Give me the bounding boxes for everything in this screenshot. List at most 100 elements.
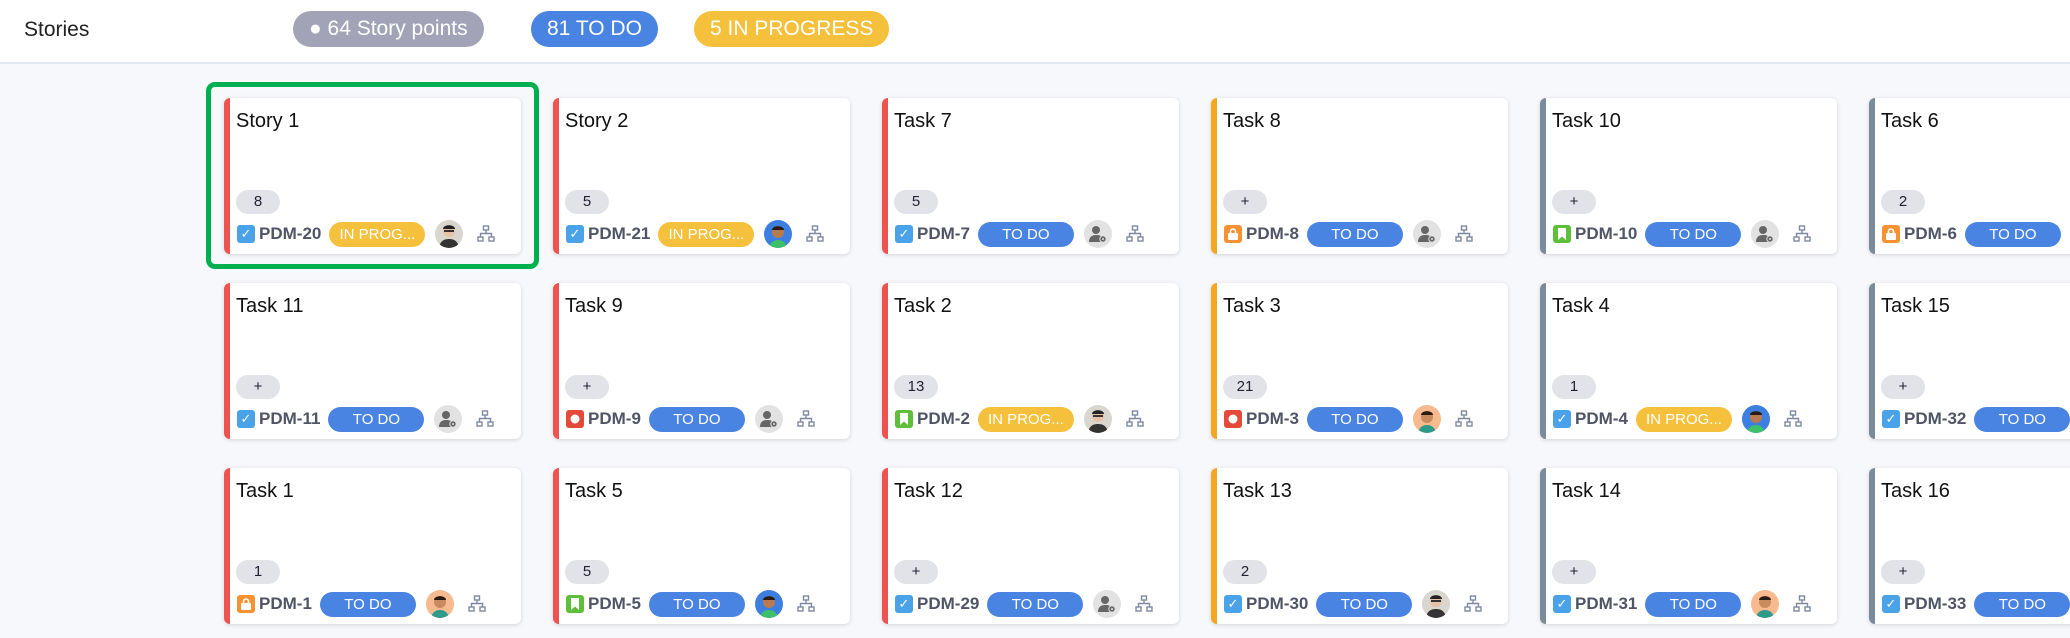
issue-key[interactable]: PDM-7: [917, 224, 970, 243]
status-badge[interactable]: TO DO: [977, 221, 1074, 247]
story-points-pill[interactable]: 13: [894, 375, 938, 399]
status-badge[interactable]: TO DO: [1974, 406, 2070, 432]
status-badge[interactable]: TO DO: [1645, 591, 1742, 617]
issue-card[interactable]: Task 1 1 PDM-1 TO DO: [224, 468, 521, 624]
status-badge[interactable]: TO DO: [328, 406, 425, 432]
story-points-pill[interactable]: +: [894, 560, 938, 584]
user-cartoon-avatar[interactable]: [754, 590, 783, 618]
issue-key[interactable]: PDM-30: [1246, 594, 1309, 613]
issue-key[interactable]: PDM-10: [1575, 224, 1638, 243]
issue-card[interactable]: Task 12 + ✓ PDM-29 TO DO: [882, 468, 1179, 624]
story-points-pill[interactable]: +: [236, 375, 280, 399]
story-points-pill[interactable]: 5: [565, 560, 609, 584]
unassigned-user-icon[interactable]: [1093, 590, 1122, 618]
status-badge[interactable]: TO DO: [1645, 221, 1742, 247]
status-badge[interactable]: TO DO: [1306, 221, 1403, 247]
issue-card[interactable]: Task 9 + PDM-9 TO DO: [553, 283, 850, 439]
hierarchy-icon[interactable]: [1126, 225, 1144, 243]
issue-card[interactable]: Story 2 5 ✓ PDM-21 IN PROG...: [553, 98, 850, 254]
issue-key[interactable]: PDM-8: [1246, 224, 1299, 243]
issue-card[interactable]: Story 1 8 ✓ PDM-20 IN PROG...: [224, 98, 521, 254]
issue-card[interactable]: Task 10 + PDM-10 TO DO: [1540, 98, 1837, 254]
status-badge[interactable]: IN PROG...: [977, 406, 1074, 432]
story-points-pill[interactable]: 2: [1223, 560, 1267, 584]
status-badge[interactable]: TO DO: [648, 406, 745, 432]
story-points-pill[interactable]: +: [1223, 190, 1267, 214]
status-badge[interactable]: TO DO: [1974, 591, 2070, 617]
hierarchy-icon[interactable]: [476, 410, 495, 428]
hierarchy-icon[interactable]: [797, 595, 815, 613]
issue-key[interactable]: PDM-2: [917, 409, 970, 428]
issue-card[interactable]: Task 15 + ✓ PDM-32 TO DO: [1869, 283, 2070, 439]
issue-key[interactable]: PDM-33: [1904, 594, 1967, 613]
user-cartoon-avatar[interactable]: [1751, 590, 1780, 618]
issue-card[interactable]: Task 7 5 ✓ PDM-7 TO DO: [882, 98, 1179, 254]
hierarchy-icon[interactable]: [1126, 410, 1144, 428]
issue-card[interactable]: Task 2 13 PDM-2 IN PROG...: [882, 283, 1179, 439]
status-badge[interactable]: TO DO: [1316, 591, 1413, 617]
issue-key[interactable]: PDM-4: [1575, 409, 1628, 428]
issue-card[interactable]: Task 14 + ✓ PDM-31 TO DO: [1540, 468, 1837, 624]
hierarchy-icon[interactable]: [477, 225, 496, 243]
status-badge[interactable]: IN PROG...: [329, 221, 426, 247]
hierarchy-icon[interactable]: [1793, 595, 1812, 613]
user-photo-avatar[interactable]: [435, 220, 464, 248]
issue-key[interactable]: PDM-29: [917, 594, 980, 613]
status-badge[interactable]: IN PROG...: [658, 221, 755, 247]
unassigned-user-icon[interactable]: [1412, 220, 1441, 248]
issue-card[interactable]: Task 4 1 ✓ PDM-4 IN PROG...: [1540, 283, 1837, 439]
unassigned-user-icon[interactable]: [1083, 220, 1112, 248]
issue-key[interactable]: PDM-9: [588, 409, 641, 428]
story-points-pill[interactable]: +: [1552, 560, 1596, 584]
status-badge[interactable]: TO DO: [1306, 406, 1403, 432]
story-points-pill[interactable]: 2: [1881, 190, 1925, 214]
unassigned-user-icon[interactable]: [754, 405, 783, 433]
status-badge[interactable]: IN PROG...: [1635, 406, 1732, 432]
user-cartoon-avatar[interactable]: [1412, 405, 1441, 433]
issue-key[interactable]: PDM-1: [259, 594, 312, 613]
issue-key[interactable]: PDM-31: [1575, 594, 1638, 613]
issue-key[interactable]: PDM-32: [1904, 409, 1967, 428]
user-photo-avatar[interactable]: [1083, 405, 1112, 433]
story-points-pill[interactable]: +: [1881, 560, 1925, 584]
issue-card[interactable]: Task 13 2 ✓ PDM-30 TO DO: [1211, 468, 1508, 624]
hierarchy-icon[interactable]: [797, 410, 815, 428]
story-points-pill[interactable]: +: [1552, 190, 1596, 214]
issue-card[interactable]: Task 16 + ✓ PDM-33 TO DO: [1869, 468, 2070, 624]
user-cartoon-avatar[interactable]: [1741, 405, 1770, 433]
issue-card[interactable]: Task 8 + PDM-8 TO DO: [1211, 98, 1508, 254]
issue-card[interactable]: Task 5 5 PDM-5 TO DO: [553, 468, 850, 624]
issue-key[interactable]: PDM-21: [588, 224, 651, 243]
story-points-pill[interactable]: 8: [236, 190, 280, 214]
story-points-pill[interactable]: +: [1881, 375, 1925, 399]
story-points-pill[interactable]: 21: [1223, 375, 1267, 399]
hierarchy-icon[interactable]: [1793, 225, 1812, 243]
issue-key[interactable]: PDM-11: [259, 409, 321, 428]
user-cartoon-avatar[interactable]: [425, 590, 454, 618]
hierarchy-icon[interactable]: [1784, 410, 1802, 428]
issue-key[interactable]: PDM-5: [588, 594, 641, 613]
hierarchy-icon[interactable]: [468, 595, 486, 613]
story-points-pill[interactable]: 1: [236, 560, 280, 584]
issue-key[interactable]: PDM-6: [1904, 224, 1957, 243]
unassigned-user-icon[interactable]: [434, 405, 463, 433]
hierarchy-icon[interactable]: [1455, 410, 1473, 428]
user-photo-avatar[interactable]: [1422, 590, 1451, 618]
status-badge[interactable]: TO DO: [1964, 221, 2061, 247]
hierarchy-icon[interactable]: [1455, 225, 1473, 243]
issue-card[interactable]: Task 3 21 PDM-3 TO DO: [1211, 283, 1508, 439]
story-points-pill[interactable]: 5: [565, 190, 609, 214]
status-badge[interactable]: TO DO: [319, 591, 416, 617]
story-points-pill[interactable]: 5: [894, 190, 938, 214]
story-points-pill[interactable]: +: [565, 375, 609, 399]
status-badge[interactable]: TO DO: [648, 591, 745, 617]
issue-card[interactable]: Task 11 + ✓ PDM-11 TO DO: [224, 283, 521, 439]
hierarchy-icon[interactable]: [1135, 595, 1154, 613]
issue-key[interactable]: PDM-3: [1246, 409, 1299, 428]
status-badge[interactable]: TO DO: [987, 591, 1084, 617]
hierarchy-icon[interactable]: [1464, 595, 1483, 613]
hierarchy-icon[interactable]: [806, 225, 825, 243]
issue-card[interactable]: Task 6 2 PDM-6 TO DO: [1869, 98, 2070, 254]
user-cartoon-avatar[interactable]: [764, 220, 793, 248]
story-points-pill[interactable]: 1: [1552, 375, 1596, 399]
